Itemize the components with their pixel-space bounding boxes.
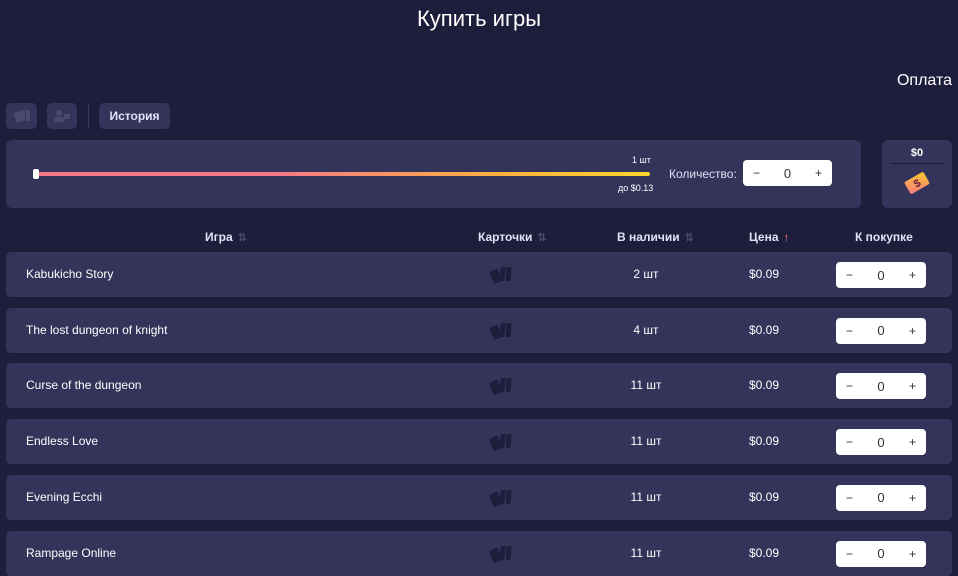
decrement-button[interactable]: − <box>846 323 854 338</box>
decrement-button[interactable]: − <box>846 490 854 505</box>
sort-icon[interactable]: ⇅ <box>684 232 694 244</box>
decrement-button[interactable]: − <box>846 435 854 450</box>
sort-ascending-icon[interactable]: ↑ <box>783 232 790 244</box>
quantity-slider-handle[interactable] <box>33 169 39 179</box>
price: $0.09 <box>749 545 780 560</box>
quantity-panel: 1 шт до $0.13 Количество: − 0 + <box>6 140 861 208</box>
decrement-button[interactable]: − <box>846 379 854 394</box>
game-name: Evening Ecchi <box>26 489 103 504</box>
buy-quantity-value[interactable]: 0 <box>877 267 885 283</box>
quantity-slider-track[interactable] <box>36 172 650 176</box>
increment-button[interactable]: + <box>908 546 916 561</box>
buy-quantity-stepper[interactable]: − 0 + <box>836 373 926 400</box>
cards-icon <box>489 266 512 284</box>
game-name: Endless Love <box>26 434 99 449</box>
wallet-amount: $0 <box>910 147 924 159</box>
price: $0.09 <box>749 434 780 449</box>
decrement-button[interactable]: − <box>846 268 854 282</box>
cards-icon <box>489 545 512 563</box>
increment-button[interactable]: + <box>908 490 916 505</box>
table-row: Kabukicho Story 2 шт $0.09 − 0 + <box>6 252 952 297</box>
price: $0.09 <box>749 378 780 393</box>
increment-button[interactable]: + <box>908 435 916 450</box>
pay-button[interactable]: $0 $ <box>882 140 952 208</box>
stock-count: 11 шт <box>630 378 662 393</box>
stock-count: 2 шт <box>633 267 659 281</box>
game-name: Curse of the dungeon <box>26 378 142 393</box>
price: $0.09 <box>749 489 780 504</box>
increment-button[interactable]: + <box>908 268 916 282</box>
toolbar-divider <box>88 104 89 128</box>
cards-icon <box>489 433 512 452</box>
buy-quantity-stepper[interactable]: − 0 + <box>836 429 926 456</box>
game-name: Rampage Online <box>26 545 117 560</box>
cards-icon <box>489 489 512 507</box>
buy-quantity-value[interactable]: 0 <box>877 378 885 394</box>
increment-button[interactable]: + <box>908 379 916 394</box>
users-filter-button[interactable] <box>47 103 77 129</box>
header-buy: К покупке <box>855 230 913 244</box>
sort-icon[interactable]: ⇅ <box>237 232 247 244</box>
decrement-button[interactable]: − <box>846 546 854 561</box>
stock-count: 11 шт <box>630 545 662 560</box>
money-icon: $ <box>904 172 930 194</box>
stock-count: 11 шт <box>630 434 662 449</box>
slider-count-label: 1 шт <box>632 155 651 165</box>
page-title: Купить игры <box>416 6 542 31</box>
buy-quantity-value[interactable]: 0 <box>877 546 885 561</box>
buy-quantity-stepper[interactable]: − 0 + <box>836 317 926 344</box>
slider-price-label: до $0.13 <box>618 183 654 193</box>
buy-quantity-stepper[interactable]: − 0 + <box>836 540 926 567</box>
history-button[interactable]: История <box>99 103 170 129</box>
game-name: Kabukicho Story <box>26 267 114 281</box>
price: $0.09 <box>749 322 780 337</box>
stock-count: 4 шт <box>633 322 659 337</box>
header-stock-label: В наличии <box>617 230 680 244</box>
quantity-stepper[interactable]: − 0 + <box>743 160 832 186</box>
header-stock[interactable]: В наличии ⇅ <box>617 230 694 244</box>
wallet-divider <box>890 163 944 164</box>
quantity-value[interactable]: 0 <box>783 165 792 181</box>
increment-button[interactable]: + <box>814 166 822 180</box>
header-game[interactable]: Игра ⇅ <box>205 230 247 244</box>
table-row: Rampage Online 11 шт $0.09 − 0 + <box>6 530 952 576</box>
buy-quantity-value[interactable]: 0 <box>877 323 885 339</box>
increment-button[interactable]: + <box>908 323 916 338</box>
quantity-label: Количество: <box>669 167 737 181</box>
cards-filter-button[interactable] <box>6 103 37 129</box>
buy-quantity-value[interactable]: 0 <box>877 490 885 506</box>
decrement-button[interactable]: − <box>753 166 761 180</box>
table-row: Endless Love 11 шт $0.09 − 0 + <box>6 419 952 465</box>
buy-quantity-stepper[interactable]: − 0 + <box>836 262 926 288</box>
header-game-label: Игра <box>205 230 233 244</box>
cards-icon <box>489 378 512 396</box>
cards-icon <box>489 322 512 340</box>
header-cards-label: Карточки <box>478 230 533 244</box>
users-icon <box>54 110 70 122</box>
game-name: The lost dungeon of knight <box>26 322 168 337</box>
svg-text:$: $ <box>912 177 923 190</box>
table-row: Curse of the dungeon 11 шт $0.09 − 0 + <box>6 363 952 409</box>
header-cards[interactable]: Карточки ⇅ <box>478 230 547 244</box>
cards-icon <box>12 110 30 123</box>
stock-count: 11 шт <box>630 489 662 504</box>
payment-heading: Оплата <box>896 72 952 89</box>
price: $0.09 <box>749 267 780 281</box>
header-price[interactable]: Цена ↑ <box>749 230 789 244</box>
header-price-label: Цена <box>749 230 779 244</box>
sort-icon[interactable]: ⇅ <box>537 232 547 244</box>
buy-quantity-stepper[interactable]: − 0 + <box>836 484 926 511</box>
table-row: The lost dungeon of knight 4 шт $0.09 − 0… <box>6 307 952 353</box>
buy-quantity-value[interactable]: 0 <box>877 434 885 450</box>
table-row: Evening Ecchi 11 шт $0.09 − 0 + <box>6 474 952 520</box>
